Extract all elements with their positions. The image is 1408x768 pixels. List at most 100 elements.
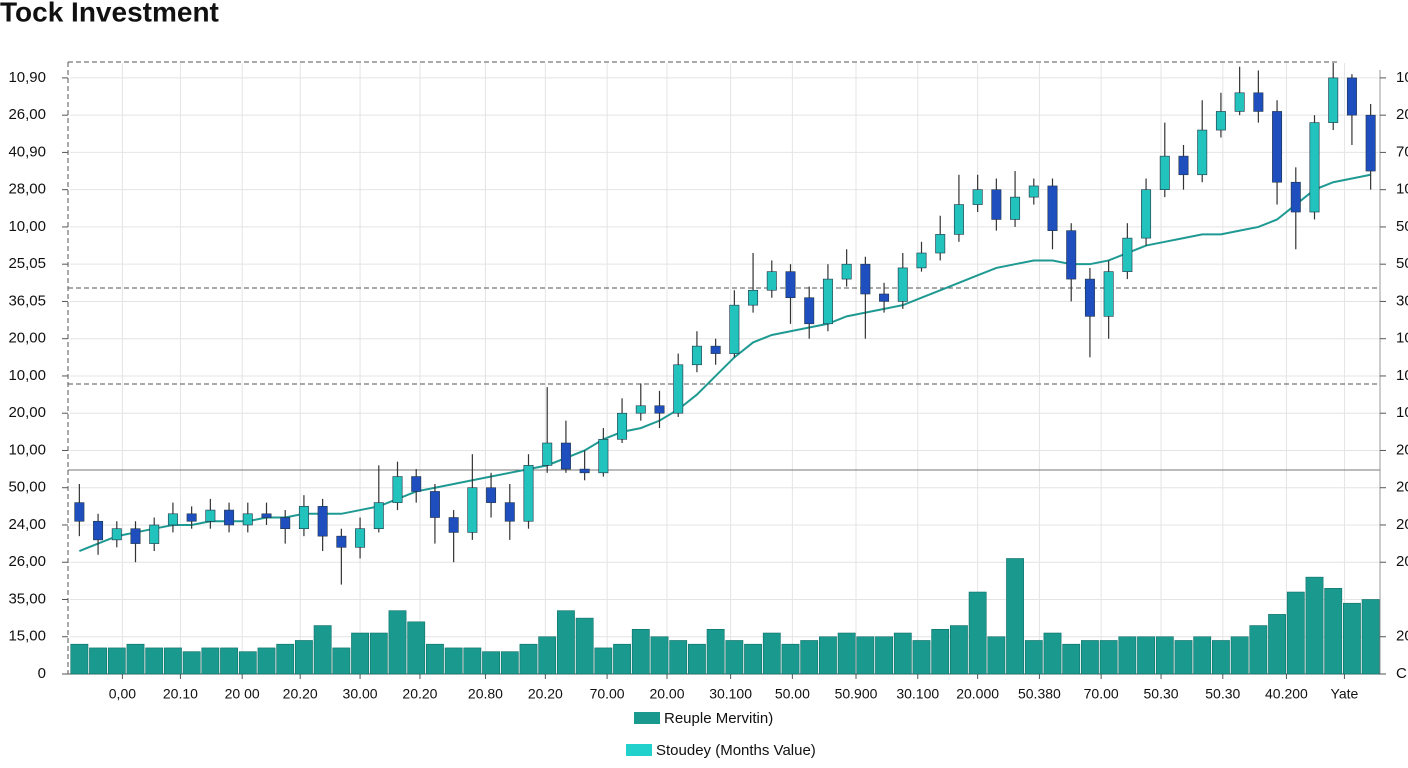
candle-body: [298, 506, 309, 530]
volume-bar: [931, 628, 950, 675]
y-tick-label: 25,05: [8, 255, 46, 272]
candle-body: [1197, 129, 1208, 176]
x-tick-label: 50.00: [775, 686, 810, 702]
candle-body: [617, 412, 628, 440]
volume-bar: [1193, 636, 1212, 675]
volume-bar: [575, 617, 594, 675]
candle-body: [654, 405, 665, 414]
x-tick-label: 50.30: [1205, 686, 1240, 702]
candle-body: [93, 520, 104, 541]
volume-bar: [1343, 602, 1361, 675]
candle-body: [504, 502, 515, 522]
candle-body: [1309, 122, 1320, 213]
volume-bar: [819, 636, 837, 675]
candle-body: [1141, 189, 1152, 239]
y-tick-label: 10,00: [8, 218, 46, 235]
y-tick-label: 20,00: [8, 330, 46, 347]
y-tick-label: 15,00: [8, 628, 46, 645]
volume-bar: [1174, 640, 1193, 675]
volume-bar: [500, 651, 519, 675]
candle-body: [1234, 92, 1245, 112]
volume-bar: [70, 643, 89, 675]
volume-bar: [837, 632, 856, 675]
candle-body: [1346, 77, 1357, 116]
volume-bar: [538, 636, 557, 675]
candle-body: [916, 252, 927, 269]
volume-bar: [126, 643, 145, 675]
volume-bar: [800, 640, 819, 675]
candle-body: [74, 502, 85, 522]
volume-bar: [1361, 599, 1380, 675]
candle-body: [186, 513, 197, 522]
volume-bar: [164, 647, 182, 675]
y2-tick-label: 20: [1396, 628, 1408, 645]
candle-body: [1103, 271, 1114, 317]
y2-tick-label: 50: [1396, 218, 1408, 235]
candle-body: [1290, 181, 1301, 213]
candle-body: [1066, 230, 1077, 280]
candle-body: [373, 502, 384, 530]
candle-body: [991, 189, 1002, 220]
candle-body: [542, 442, 553, 466]
y2-tick-label: C: [1396, 665, 1407, 682]
candle-body: [130, 528, 141, 544]
candle-body: [972, 189, 983, 205]
candle-body: [317, 506, 328, 537]
candle-body: [897, 267, 908, 302]
y2-tick-label: 10: [1396, 69, 1408, 86]
y2-tick-label: 30: [1396, 292, 1408, 309]
y-tick-label: 10,00: [8, 367, 46, 384]
candle-body: [598, 438, 609, 474]
candle-body: [429, 491, 440, 518]
volume-bar: [557, 610, 575, 675]
legend-swatch: [626, 744, 652, 756]
x-tick-label: 0,00: [109, 686, 136, 702]
candle-body: [1272, 111, 1283, 183]
candle-body: [336, 535, 347, 548]
x-tick-label: 50.380: [1018, 686, 1061, 702]
volume-bar: [1324, 588, 1343, 675]
volume-bar: [1118, 636, 1137, 675]
candle-body: [1010, 196, 1021, 220]
candle-body: [729, 304, 740, 354]
volume-bar: [332, 647, 351, 675]
volume-bar: [1006, 558, 1024, 675]
volume-bar: [781, 643, 800, 675]
candle-body: [766, 271, 777, 291]
legend-label: Stoudey (Months Value): [656, 742, 816, 759]
candle-body: [523, 465, 534, 522]
y2-tick-label: 20: [1396, 441, 1408, 458]
legend-label: Reuple Mervitin): [664, 710, 773, 727]
x-tick-label: 20.20: [402, 686, 437, 702]
candle-body: [673, 364, 684, 414]
candle-body: [1047, 185, 1058, 231]
y-tick-label: 10,90: [8, 69, 46, 86]
y2-tick-label: 20: [1396, 106, 1408, 123]
x-tick-label: 70.00: [590, 686, 625, 702]
candle-body: [1328, 77, 1339, 123]
volume-bar: [295, 640, 313, 675]
moving-average: [78, 173, 1371, 552]
volume-bar: [706, 628, 725, 675]
volume-bar: [968, 591, 987, 675]
x-tick-label: 50.900: [835, 686, 878, 702]
candle-body: [879, 293, 890, 302]
candle-body: [1122, 237, 1133, 272]
candle-body: [1365, 114, 1376, 172]
volume-bar: [594, 647, 613, 675]
candle-body: [1028, 185, 1039, 198]
volume-bar: [1024, 640, 1043, 675]
candle-body: [467, 487, 478, 533]
candle-body: [691, 345, 702, 366]
volume-bar: [1249, 625, 1268, 675]
candle-body: [710, 345, 721, 354]
volume-bar: [220, 647, 238, 675]
y2-tick-label: 50: [1396, 255, 1408, 272]
candle-body: [448, 517, 459, 533]
volume-bar: [89, 647, 107, 675]
candle-body: [392, 476, 403, 503]
volume-bar: [950, 625, 968, 675]
y-tick-label: 26,00: [8, 106, 46, 123]
candle-body: [560, 442, 571, 470]
y-tick-label: 28,00: [8, 181, 46, 198]
